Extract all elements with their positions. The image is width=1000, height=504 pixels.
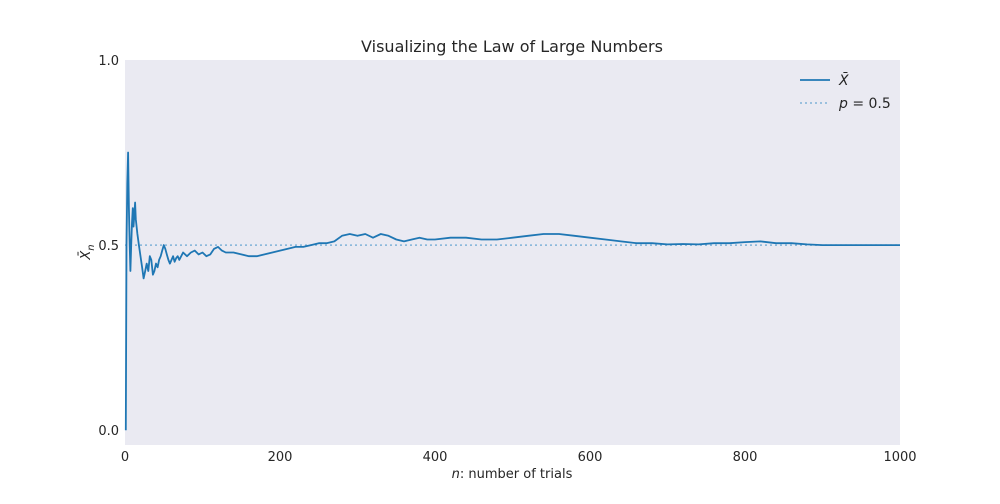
x-tick-label: 600: [578, 450, 603, 465]
y-axis-label: X̄n: [79, 244, 97, 260]
legend-label-reference-rest: = 0.5: [848, 96, 891, 112]
y-tick-label: 0.5: [98, 239, 119, 254]
legend: X̄ p = 0.5: [800, 71, 891, 112]
x-axis-label: n: number of trials: [452, 467, 573, 482]
plot-background: [125, 60, 900, 445]
x-axis-label-rest: : number of trials: [460, 467, 573, 482]
series-line-mean: [124, 151, 900, 431]
x-tick-label: 0: [121, 450, 129, 465]
y-tick-label: 1.0: [98, 54, 119, 69]
x-ticks: 0 200 400 600 800 1000: [121, 450, 917, 465]
x-tick-label: 800: [733, 450, 758, 465]
x-tick-label: 1000: [883, 450, 916, 465]
y-axis-label-sub: n: [86, 244, 97, 250]
legend-label-reference-var: p: [838, 96, 848, 112]
y-axis-label-main: X̄: [79, 250, 94, 261]
x-tick-label: 400: [423, 450, 448, 465]
legend-label-mean: X̄: [838, 71, 849, 89]
chart-title: Visualizing the Law of Large Numbers: [361, 37, 663, 56]
y-tick-label: 0.0: [98, 424, 119, 439]
x-axis-label-var: n: [452, 467, 460, 482]
legend-label-reference: p = 0.5: [838, 96, 891, 112]
y-ticks: 0.0 0.5 1.0: [98, 54, 119, 439]
x-tick-label: 200: [268, 450, 293, 465]
